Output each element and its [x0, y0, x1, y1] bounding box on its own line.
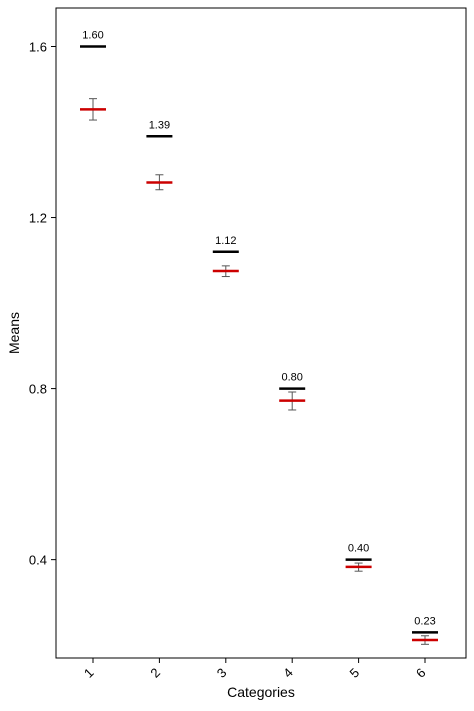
y-axis: 0.4 0.8 1.2 1.6	[29, 39, 56, 568]
reference-mean-label-5: 0.40	[348, 543, 369, 555]
reference-mean-label-4: 0.80	[281, 372, 302, 384]
x-tick-label-0: 1	[81, 665, 97, 681]
x-tick-label-5: 6	[413, 665, 429, 681]
x-axis-title: Categories	[227, 684, 295, 700]
reference-mean-label-6: 0.23	[414, 615, 435, 627]
x-tick-label-2: 3	[214, 665, 230, 681]
x-axis: 1 2 3 4 5 6	[81, 658, 429, 681]
plot-area	[55, 7, 467, 659]
reference-mean-label-1: 1.60	[82, 29, 103, 41]
reference-mean-label-2: 1.39	[149, 119, 170, 131]
y-tick-label-2: 1.2	[29, 211, 47, 226]
y-tick-label-1: 0.8	[29, 382, 47, 397]
y-tick-label-3: 1.6	[29, 39, 47, 54]
x-tick-label-4: 5	[347, 665, 363, 681]
x-tick-label-1: 2	[147, 665, 163, 681]
y-axis-title: Means	[6, 312, 22, 354]
x-tick-label-3: 4	[280, 665, 296, 681]
reference-mean-label-3: 1.12	[215, 235, 236, 247]
chart-marks: 1.60 1.39 1.12 0.80 0.40 0.23	[80, 29, 438, 645]
y-tick-label-0: 0.4	[29, 553, 47, 568]
